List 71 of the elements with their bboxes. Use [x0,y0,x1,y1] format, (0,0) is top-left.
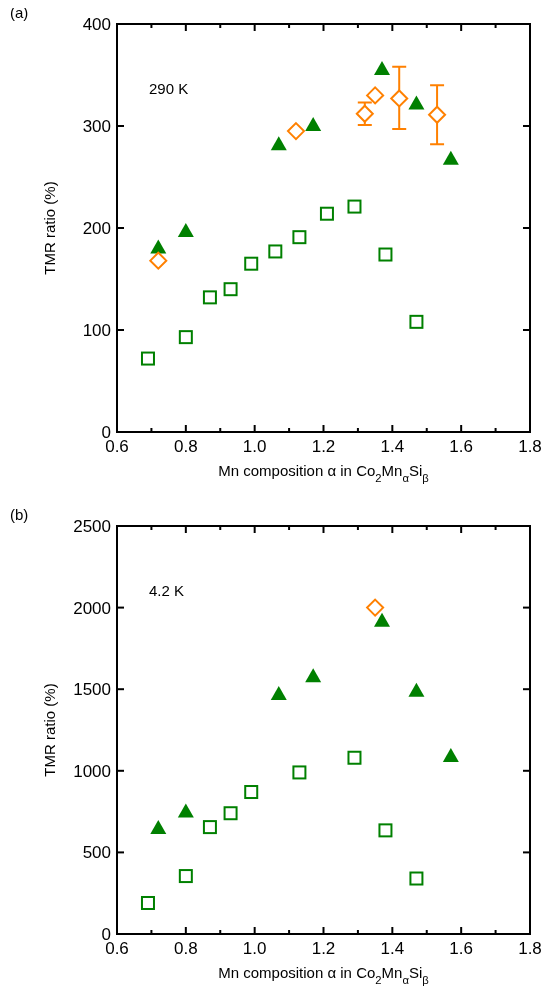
point [178,330,193,345]
point [286,122,305,141]
point [347,199,362,214]
x-axis-title: Mn composition α in Co$_{2}$Mn$_{α}$Si$_{β}$ [218,462,430,484]
point [150,819,167,834]
x-tick-label: 1.4 [380,939,405,958]
point [319,206,334,221]
point [202,820,217,835]
x-tick-label: 1.0 [242,437,267,456]
point [244,256,259,271]
point [223,806,238,821]
point [347,750,362,765]
y-tick-label: 1500 [73,680,111,700]
point [268,244,283,259]
annotation: 290 K [149,80,189,97]
point [270,686,287,701]
point [374,60,391,75]
x-tick-label: 0.6 [105,939,129,958]
point [177,803,194,818]
text: (b) [10,506,29,523]
point [428,105,447,124]
point [305,116,322,131]
point [140,351,155,366]
y-tick-label: 2500 [73,517,111,536]
point [140,895,155,910]
x-tick-label: 1.0 [242,939,267,958]
x-tick-label: 1.6 [449,437,473,456]
x-tick-label: 1.8 [518,939,542,958]
point [202,290,217,305]
x-tick-label: 0.8 [174,437,198,456]
x-tick-label: 1.6 [449,939,473,958]
point [390,89,409,108]
point [150,239,167,254]
y-tick-label: 300 [82,117,111,136]
point [378,247,393,262]
x-tick-label: 0.6 [105,437,129,456]
y-tick-label: 2000 [73,598,111,618]
point [408,682,425,697]
y-axis-title: TMR ratio (%) [41,181,58,275]
point [149,251,168,270]
point [223,282,238,297]
point [292,765,307,780]
point [270,136,287,151]
point [244,785,259,800]
point [178,869,193,884]
point [409,314,424,329]
point [408,95,425,110]
point [442,150,459,165]
annotation: 4.2 K [149,582,185,599]
y-tick-label: 500 [82,843,111,863]
x-tick-label: 0.8 [174,939,198,958]
x-tick-label: 1.8 [518,437,542,456]
point [305,668,322,683]
text: (a) [10,4,29,21]
y-tick-label: 100 [82,321,111,340]
x-tick-label: 1.2 [311,437,336,456]
point [374,612,391,627]
y-tick-label: 400 [82,15,111,34]
x-tick-label: 1.4 [380,437,405,456]
x-axis-title: Mn composition α in Co$_{2}$Mn$_{α}$Si$_{β}$ [218,964,430,986]
y-tick-label: 200 [82,219,111,238]
point [292,230,307,245]
y-axis-title: TMR ratio (%) [41,683,58,777]
point [366,86,385,105]
point [177,223,194,238]
x-tick-label: 1.2 [311,939,336,958]
point [442,748,459,763]
point [378,823,393,838]
y-tick-label: 1000 [73,761,111,781]
point [409,871,424,886]
point [366,598,385,617]
